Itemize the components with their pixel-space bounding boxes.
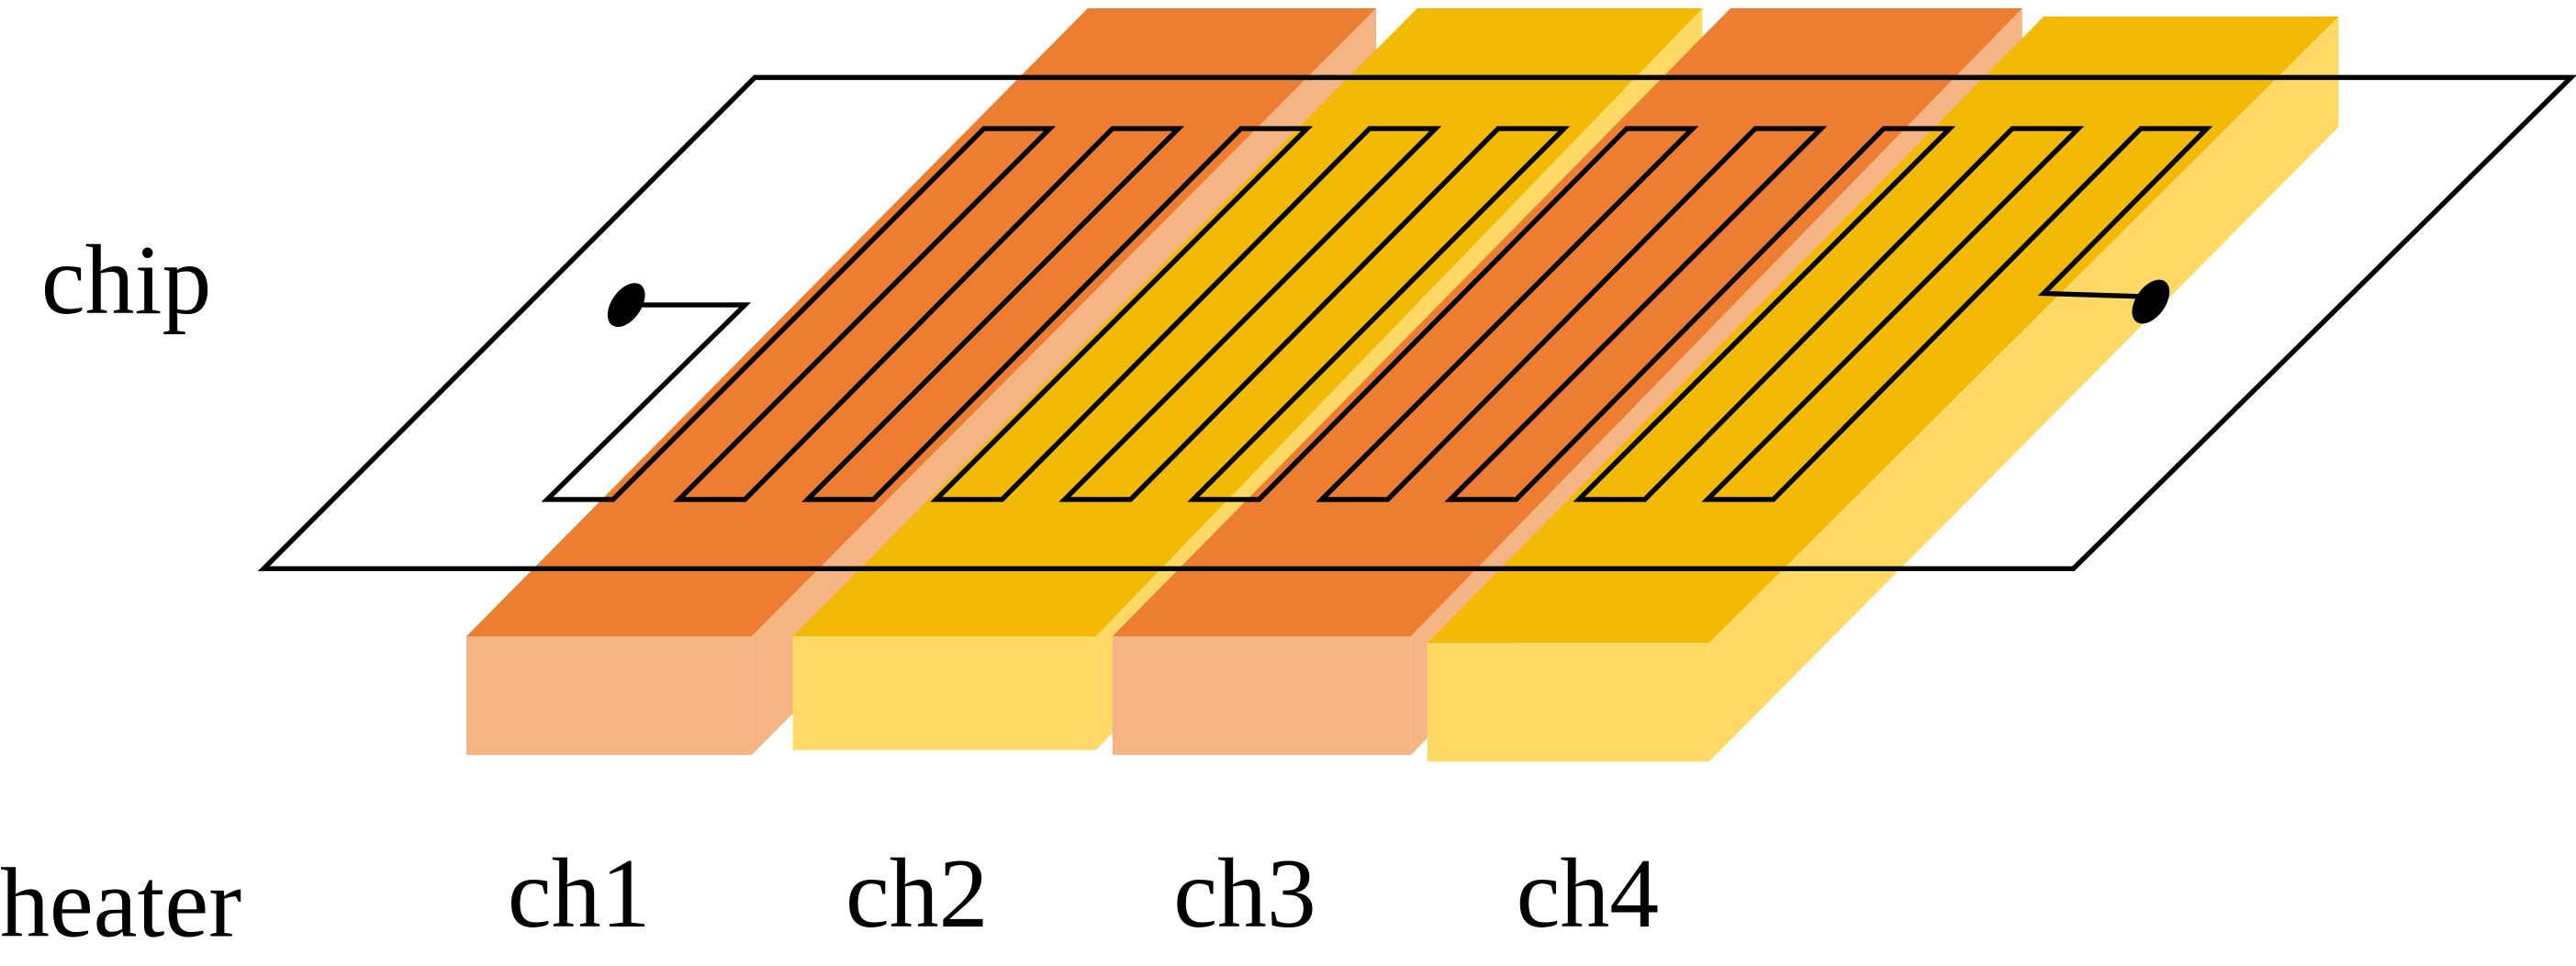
heater-side: [1708, 16, 2339, 762]
terminal: [607, 283, 645, 328]
channel-label: ch3: [1173, 839, 1316, 949]
channel-label: ch2: [846, 839, 989, 949]
chip-outline: [257, 74, 2576, 572]
heater-label: heater: [0, 849, 241, 959]
heater-front: [466, 635, 752, 756]
heater-front: [1112, 635, 1411, 756]
heater-front: [792, 635, 1096, 750]
channel-label: ch4: [1517, 839, 1660, 949]
serpentine-electrode: [541, 126, 2213, 502]
heater-front: [1427, 643, 1709, 762]
heaters: [466, 7, 2339, 762]
terminal: [2132, 279, 2170, 324]
channel-label: ch1: [508, 839, 651, 949]
chip-label: chip: [41, 226, 211, 335]
